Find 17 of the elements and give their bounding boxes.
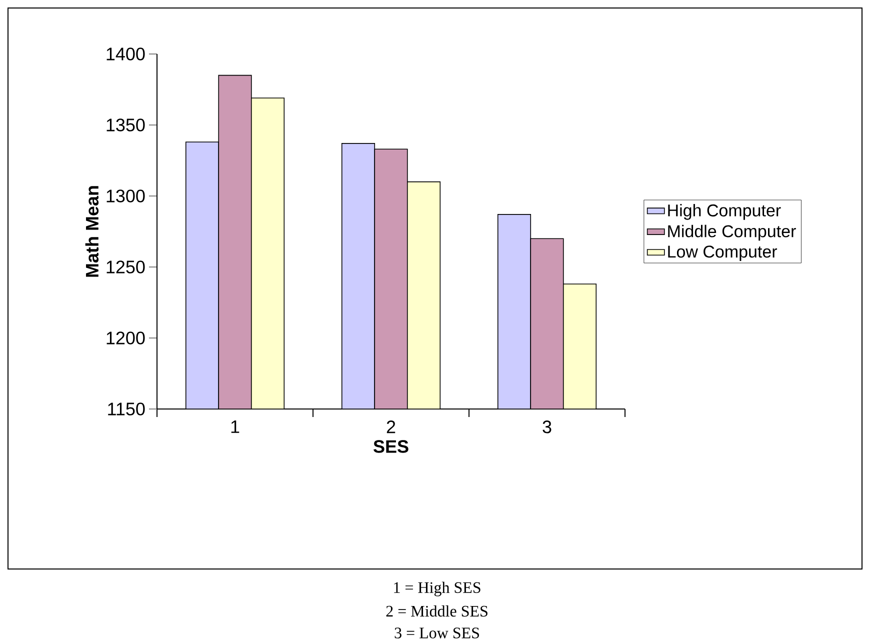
x-tick-label: 1 [231, 420, 240, 434]
y-tick-label: 1200 [106, 332, 145, 345]
legend-label: High Computer [668, 204, 781, 220]
text: 1 = High SES [394, 582, 480, 596]
x-axis-title: SES [374, 440, 408, 454]
y-tick-label: 1400 [106, 48, 145, 60]
y-axis-title: Math Mean [85, 186, 99, 277]
y-tick-label: 1300 [106, 190, 145, 203]
legend-label: Low Computer [668, 246, 778, 262]
legend-label: Middle Computer [668, 224, 796, 241]
y-tick-label: 1350 [106, 118, 145, 132]
text: 3 = Low SES [394, 628, 479, 639]
y-tick-label: 1150 [108, 402, 145, 416]
y-tick-label: 1250 [106, 260, 145, 274]
x-tick-label: 2 [386, 420, 396, 434]
text: 2 = Middle SES [386, 606, 488, 617]
x-tick-label: 3 [542, 420, 552, 434]
